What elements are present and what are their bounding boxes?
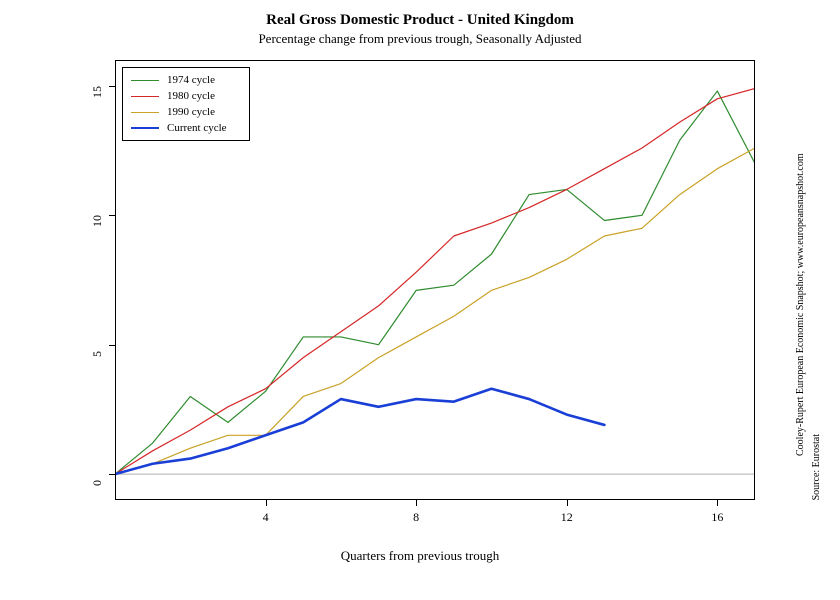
x-tick xyxy=(266,500,267,506)
legend-label: 1974 cycle xyxy=(167,74,215,86)
x-tick xyxy=(717,500,718,506)
series-line-2 xyxy=(115,148,755,474)
legend-swatch xyxy=(131,96,159,97)
y-tick xyxy=(109,215,115,216)
chart-title: Real Gross Domestic Product - United Kin… xyxy=(0,12,840,29)
legend-item: 1974 cycle xyxy=(131,72,241,88)
legend-swatch xyxy=(131,127,159,129)
y-tick-label: 0 xyxy=(85,462,109,486)
legend-label: 1980 cycle xyxy=(167,90,215,102)
legend-item: 1980 cycle xyxy=(131,88,241,104)
credit-line-2: Source: Eurostat xyxy=(811,434,822,500)
x-tick-label: 8 xyxy=(396,510,436,525)
series-line-1 xyxy=(115,88,755,474)
credit-line-1: Cooley-Rupert European Economic Snapshot… xyxy=(795,60,806,456)
legend-label: Current cycle xyxy=(167,122,227,134)
y-tick-label: 5 xyxy=(85,333,109,357)
y-tick-label: 15 xyxy=(85,74,109,98)
y-tick xyxy=(109,86,115,87)
y-tick-label: 10 xyxy=(85,203,109,227)
x-tick-label: 16 xyxy=(697,510,737,525)
x-axis-label: Quarters from previous trough xyxy=(0,548,840,564)
y-tick xyxy=(109,474,115,475)
x-tick-label: 4 xyxy=(246,510,286,525)
legend-item: 1990 cycle xyxy=(131,104,241,120)
chart-subtitle: Percentage change from previous trough, … xyxy=(0,31,840,47)
x-tick-label: 12 xyxy=(547,510,587,525)
legend-swatch xyxy=(131,80,159,81)
chart-page: Real Gross Domestic Product - United Kin… xyxy=(0,0,840,600)
y-tick xyxy=(109,345,115,346)
legend-label: 1990 cycle xyxy=(167,106,215,118)
x-tick xyxy=(567,500,568,506)
legend-box: 1974 cycle 1980 cycle 1990 cycle Current cy… xyxy=(122,67,250,141)
legend-swatch xyxy=(131,112,159,113)
legend-item: Current cycle xyxy=(131,120,241,136)
x-tick xyxy=(416,500,417,506)
